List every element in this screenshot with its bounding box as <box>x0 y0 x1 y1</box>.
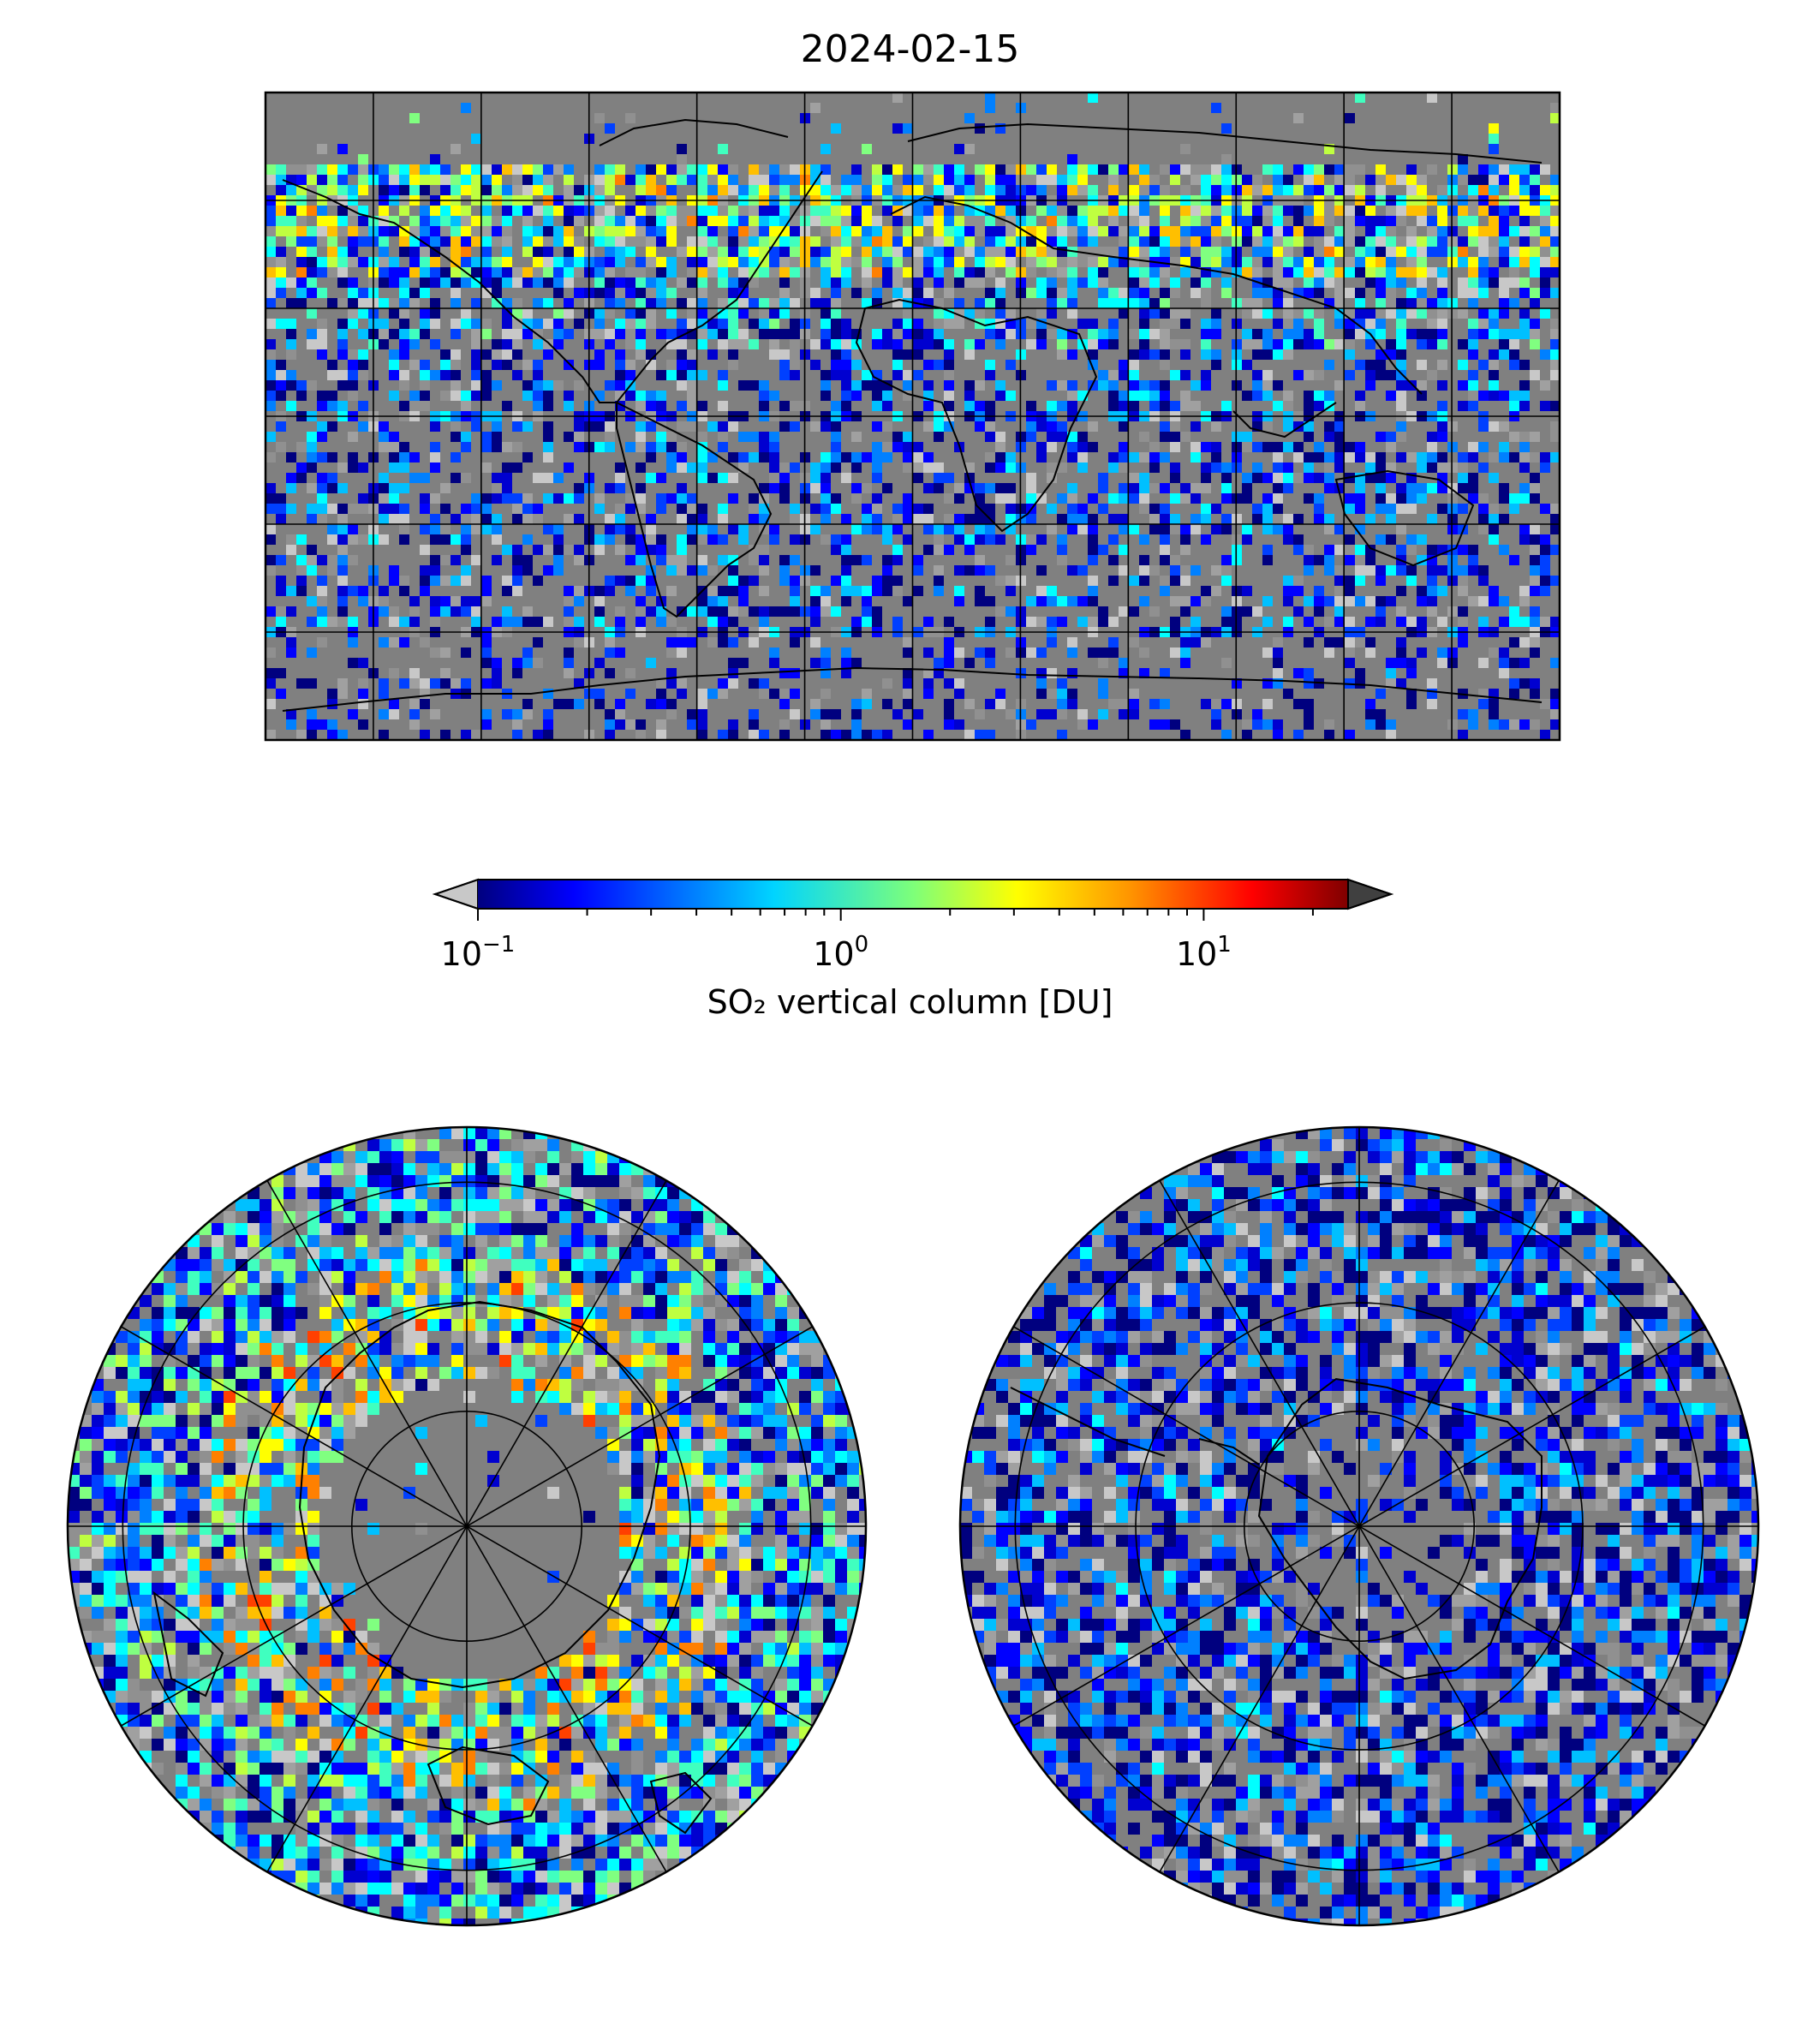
colorbar-ticks <box>477 909 1314 921</box>
colorbar-over-arrow <box>1347 878 1394 910</box>
south-so2-pixels <box>960 1127 1758 1925</box>
north-coastlines <box>152 1300 713 1835</box>
colorbar-tick-label: 101 <box>1175 932 1232 973</box>
meridian-line <box>266 1180 667 1872</box>
south-polar-map <box>958 1125 1760 1927</box>
global-map <box>264 91 1561 742</box>
north-polar-map <box>66 1125 868 1927</box>
meridian-line <box>1159 1180 1560 1872</box>
north-gridlines <box>68 1127 866 1925</box>
colorbar-tick-label: 10−1 <box>440 932 516 973</box>
colorbar <box>432 878 1394 921</box>
colorbar-tick-label: 100 <box>813 932 869 973</box>
global-so2-pixels <box>266 92 1560 740</box>
global-gridlines <box>266 92 1560 740</box>
global-map-frame <box>264 91 1561 742</box>
colorbar-label: SO₂ vertical column [DU] <box>707 983 1113 1021</box>
global-coastlines <box>282 118 1543 712</box>
north-polar-frame <box>66 1125 868 1927</box>
south-coastlines <box>1010 1377 1543 1680</box>
south-polar-frame <box>958 1125 1760 1927</box>
south-gridlines <box>960 1127 1758 1925</box>
colorbar-under-arrow <box>432 878 479 910</box>
colorbar-gradient <box>478 880 1348 909</box>
map-title: 2024-02-15 <box>800 27 1020 71</box>
